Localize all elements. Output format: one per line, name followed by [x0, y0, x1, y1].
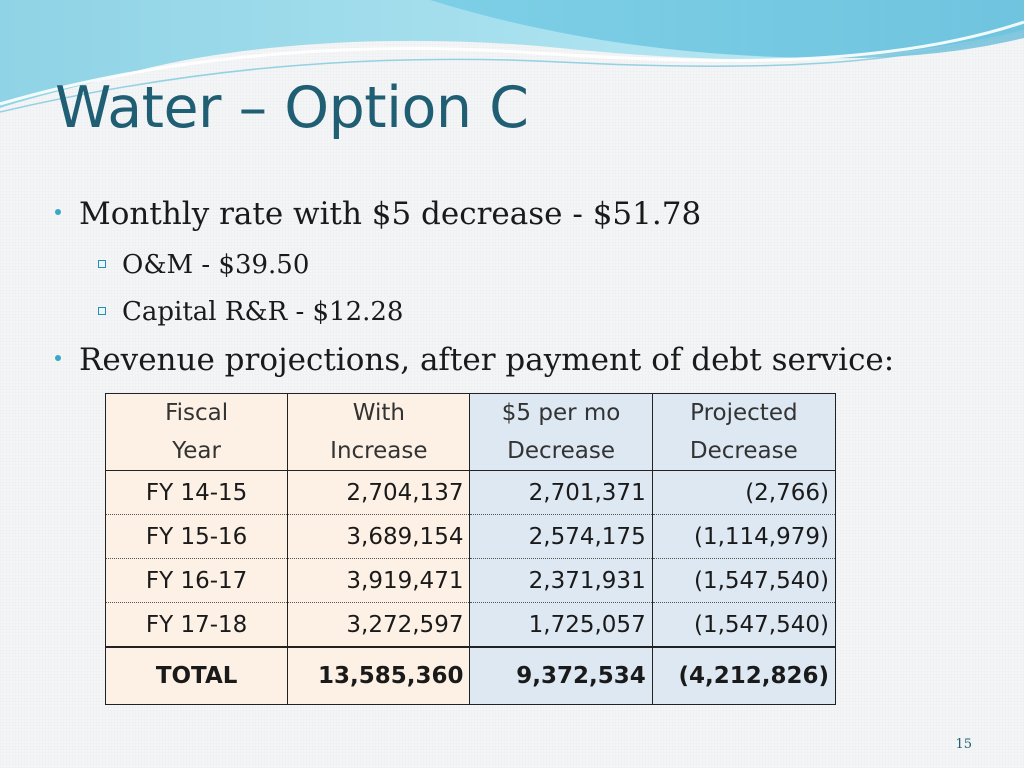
sub-bullet-om: O&M - $39.50 — [98, 250, 309, 280]
sub-bullet-text: Capital R&R - $12.28 — [122, 297, 404, 327]
cell-total-with-increase: 13,585,360 — [287, 646, 471, 705]
bullet-revenue-projections: Revenue projections, after payment of de… — [55, 342, 894, 378]
slide-title: Water – Option C — [55, 75, 529, 141]
square-bullet-icon — [98, 260, 106, 268]
cell-projected-decrease: (1,547,540) — [651, 602, 837, 648]
cell-5-decrease: 1,725,057 — [469, 602, 653, 648]
header-with-increase: With Increase — [287, 393, 471, 471]
bullet-dot-icon — [55, 354, 61, 361]
bullet-text: Revenue projections, after payment of de… — [79, 342, 895, 378]
cell-fiscal-year: FY 16-17 — [104, 558, 289, 603]
table-header-row: Fiscal Year With Increase $5 per mo Decreas… — [104, 393, 837, 471]
cell-total-5-decrease: 9,372,534 — [469, 646, 653, 705]
cell-projected-decrease: (1,547,540) — [651, 558, 837, 603]
page-number: 15 — [955, 737, 972, 752]
sub-bullet-text: O&M - $39.50 — [122, 250, 310, 280]
header-fiscal-year: Fiscal Year — [104, 393, 289, 471]
square-bullet-icon — [98, 307, 106, 315]
cell-total-label: TOTAL — [104, 646, 289, 705]
table-row: FY 15-16 3,689,154 2,574,175 (1,114,979) — [104, 514, 837, 559]
cell-projected-decrease: (1,114,979) — [651, 514, 837, 559]
cell-fiscal-year: FY 17-18 — [104, 602, 289, 648]
table-row: FY 16-17 3,919,471 2,371,931 (1,547,540) — [104, 558, 837, 603]
revenue-table: Fiscal Year With Increase $5 per mo Decreas… — [104, 393, 837, 705]
cell-with-increase: 3,272,597 — [287, 602, 471, 648]
cell-with-increase: 3,919,471 — [287, 558, 471, 603]
cell-with-increase: 3,689,154 — [287, 514, 471, 559]
cell-fiscal-year: FY 14-15 — [104, 470, 289, 515]
bullet-text: Monthly rate with $5 decrease - $51.78 — [79, 196, 702, 232]
sub-bullet-capital: Capital R&R - $12.28 — [98, 297, 403, 327]
revenue-table-container: Fiscal Year With Increase $5 per mo Decreas… — [104, 393, 837, 705]
header-projected-decrease: Projected Decrease — [651, 393, 837, 471]
cell-5-decrease: 2,701,371 — [469, 470, 653, 515]
bullet-dot-icon — [55, 208, 61, 215]
table-row: FY 14-15 2,704,137 2,701,371 (2,766) — [104, 470, 837, 515]
cell-total-projected-decrease: (4,212,826) — [651, 646, 837, 705]
cell-fiscal-year: FY 15-16 — [104, 514, 289, 559]
header-wave-banner — [0, 0, 1024, 113]
table-row: FY 17-18 3,272,597 1,725,057 (1,547,540) — [104, 602, 837, 648]
cell-with-increase: 2,704,137 — [287, 470, 471, 515]
cell-projected-decrease: (2,766) — [651, 470, 837, 515]
table-total-row: TOTAL 13,585,360 9,372,534 (4,212,826) — [104, 646, 837, 705]
header-5-per-mo-decrease: $5 per mo Decrease — [469, 393, 653, 471]
cell-5-decrease: 2,371,931 — [469, 558, 653, 603]
cell-5-decrease: 2,574,175 — [469, 514, 653, 559]
bullet-monthly-rate: Monthly rate with $5 decrease - $51.78 — [55, 196, 701, 232]
